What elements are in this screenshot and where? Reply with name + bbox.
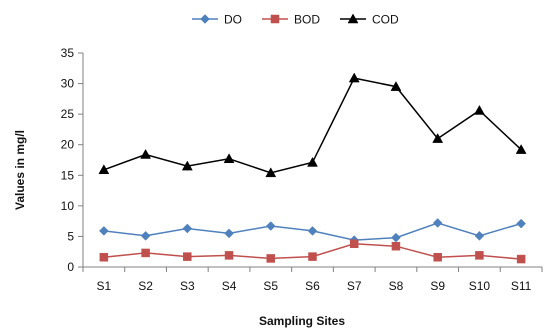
series-bod <box>99 239 526 264</box>
cod-point <box>181 160 193 171</box>
bod-point <box>433 252 442 262</box>
bod-point <box>266 254 276 263</box>
y-axis-title: Values in mg/l <box>13 130 27 210</box>
do-point <box>474 230 485 241</box>
x-tick-label: S6 <box>305 279 320 293</box>
x-tick-label: S7 <box>347 279 362 293</box>
y-tick-label: 5 <box>67 229 74 243</box>
do-point <box>224 228 234 239</box>
y-tick-label: 20 <box>61 138 75 152</box>
do-point <box>307 226 318 236</box>
legend-marker <box>270 14 280 24</box>
bod-point <box>224 251 234 260</box>
x-tick-label: S10 <box>469 279 491 293</box>
legend-item-cod: COD <box>340 13 399 27</box>
legend-item-bod: BOD <box>262 13 320 27</box>
legend-marker <box>200 14 210 24</box>
x-tick-label: S4 <box>222 279 237 293</box>
series-layer <box>98 72 527 264</box>
y-tick-label: 35 <box>61 46 75 60</box>
x-tick-label: S1 <box>97 279 112 293</box>
bod-point <box>516 254 526 264</box>
legend-label: BOD <box>294 13 320 27</box>
bod-point <box>308 252 317 261</box>
x-tick-label: S11 <box>511 279 532 293</box>
x-tick-label: S8 <box>389 279 404 293</box>
cod-point <box>265 167 277 178</box>
x-tick-label: S5 <box>263 279 278 293</box>
cod-point <box>390 81 402 91</box>
do-point <box>516 218 526 229</box>
do-point <box>391 232 401 243</box>
x-axis: S1 S2 S3 S4 S5 S6 S7 S8 S9 S10 S11 <box>82 266 543 293</box>
x-tick-label: S9 <box>430 279 445 293</box>
legend-label: COD <box>372 13 399 27</box>
bod-point <box>349 239 359 249</box>
legend-label: DO <box>224 13 242 27</box>
y-tick-label: 0 <box>67 260 74 274</box>
legend: DO BOD COD <box>192 13 399 27</box>
y-tick-label: 10 <box>61 199 75 213</box>
y-axis: 0 5 10 15 20 25 30 35 <box>61 46 84 274</box>
cod-point <box>515 144 527 154</box>
bod-point <box>99 252 109 262</box>
bod-point <box>141 248 150 258</box>
x-tick-label: S2 <box>138 279 153 293</box>
do-point <box>140 230 151 241</box>
cod-point <box>98 164 110 175</box>
cod-point <box>473 104 485 115</box>
bod-point <box>391 241 401 251</box>
cod-point <box>307 156 318 167</box>
series-do <box>99 218 526 245</box>
bod-point <box>183 252 192 261</box>
cod-point <box>223 153 235 164</box>
y-tick-label: 25 <box>61 107 75 121</box>
legend-marker <box>347 13 359 24</box>
do-point <box>182 223 193 234</box>
bod-point <box>475 251 484 260</box>
legend-item-do: DO <box>192 13 242 27</box>
do-point <box>265 221 276 231</box>
do-point <box>99 226 109 236</box>
y-tick-label: 30 <box>61 77 75 91</box>
cod-point <box>348 72 360 83</box>
series-cod <box>98 72 527 178</box>
do-point <box>432 218 443 228</box>
cod-point <box>432 133 444 143</box>
x-tick-label: S3 <box>180 279 195 293</box>
x-axis-title: Sampling Sites <box>259 314 345 328</box>
cod-point <box>140 148 152 159</box>
y-tick-label: 15 <box>61 168 75 182</box>
